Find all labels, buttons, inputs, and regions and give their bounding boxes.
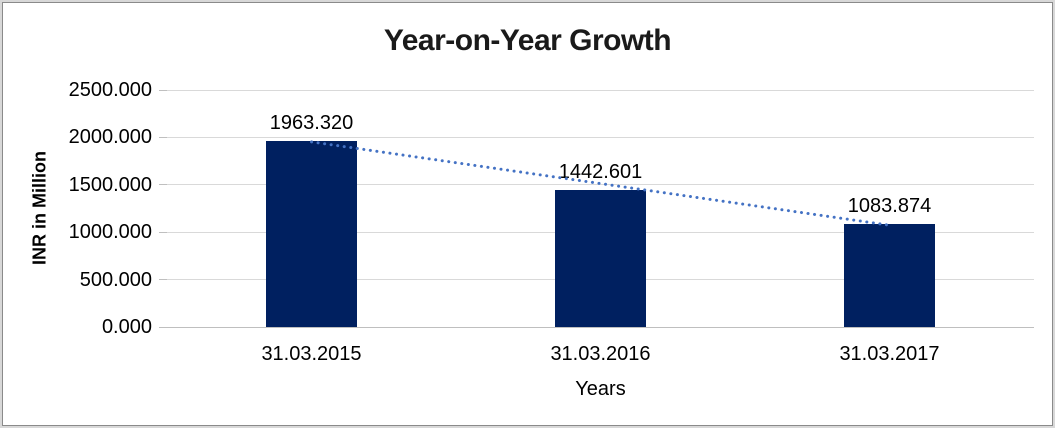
bar-data-label: 1442.601	[558, 161, 643, 184]
bar-31.03.2017[interactable]	[844, 224, 935, 327]
y-axis-tick	[159, 184, 167, 186]
y-tick-label: 0.000	[101, 316, 152, 338]
y-axis-tick	[159, 231, 167, 233]
gridline	[167, 326, 1034, 328]
gridline	[167, 136, 1034, 138]
x-axis-category-label: 31.03.2015	[261, 343, 362, 365]
y-tick-label: 1500.000	[68, 173, 152, 196]
y-tick-label: 2000.000	[68, 126, 152, 149]
x-axis-category-label: 31.03.2016	[550, 343, 651, 365]
y-axis-tick	[159, 136, 167, 138]
y-axis-title: INR in Million	[29, 151, 50, 265]
y-axis-tick	[159, 326, 167, 328]
bar-data-label: 1083.874	[847, 195, 932, 218]
chart-title: Year-on-Year Growth	[383, 24, 672, 57]
gridline	[167, 184, 1034, 186]
x-axis-category-label: 31.03.2017	[839, 343, 940, 365]
y-tick-label: 2500.000	[68, 79, 152, 101]
y-tick-label: 500.000	[79, 268, 152, 291]
y-axis-tick	[159, 279, 167, 281]
y-axis-tick	[159, 89, 167, 91]
bar-data-label: 1963.320	[269, 111, 354, 134]
bar-31.03.2015[interactable]	[266, 140, 357, 327]
x-axis-title: Years	[575, 378, 626, 400]
bar-31.03.2016[interactable]	[555, 190, 646, 327]
gridline	[167, 89, 1034, 91]
trendline[interactable]	[167, 90, 1034, 327]
y-tick-label: 1000.000	[68, 221, 152, 244]
